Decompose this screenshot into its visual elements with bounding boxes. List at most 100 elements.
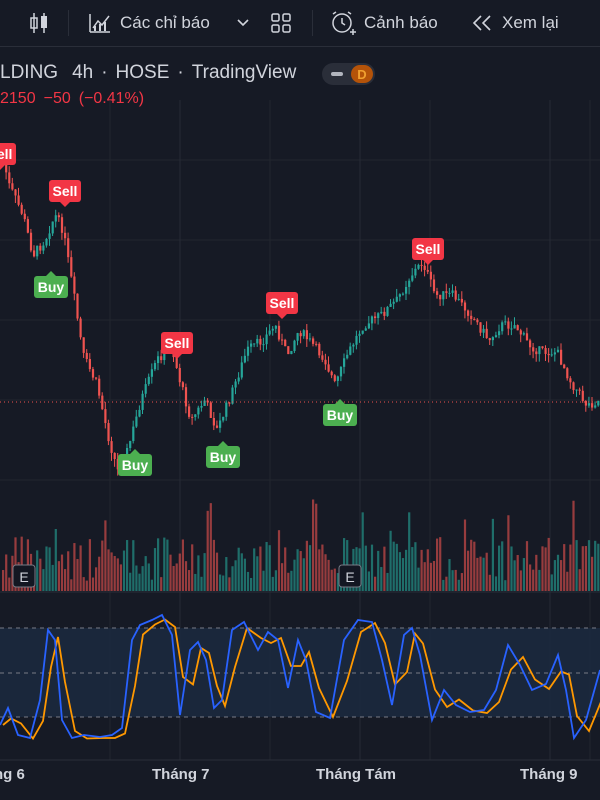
candle-body: [488, 338, 491, 341]
candle-body: [110, 441, 113, 453]
candle-body: [70, 257, 73, 277]
buy-signal-label: [323, 404, 357, 426]
candle-body: [163, 348, 166, 361]
top-toolbar: Các chỉ báo Cảnh báo Xem lại: [0, 0, 600, 47]
candle-body: [144, 384, 147, 394]
volume-bar: [553, 560, 556, 591]
volume-bar: [169, 554, 172, 591]
candle-body: [522, 333, 525, 335]
candles-icon[interactable]: [28, 0, 50, 46]
layout-grid-icon[interactable]: [270, 0, 292, 46]
volume-bar: [175, 563, 178, 591]
candle-body: [439, 294, 442, 300]
candle-body: [219, 420, 222, 428]
candle-body: [129, 441, 132, 449]
candle-body: [463, 302, 467, 311]
candle-body: [225, 402, 228, 417]
candle-body: [26, 219, 29, 233]
candle-body: [23, 213, 26, 220]
volume-bar: [513, 560, 516, 591]
volume-bar: [209, 503, 212, 591]
candle-body: [516, 325, 519, 331]
candle-body: [277, 325, 281, 340]
indicators-button[interactable]: Các chỉ báo: [88, 0, 210, 46]
volume-bar: [200, 576, 203, 591]
symbol-legend[interactable]: LDING 4h · HOSE · TradingView: [0, 58, 304, 88]
toolbar-divider: [68, 10, 69, 36]
volume-bar: [98, 556, 101, 591]
volume-bar: [432, 560, 436, 591]
candle-body: [107, 423, 110, 442]
volume-bar: [370, 544, 374, 591]
volume-bar: [544, 547, 547, 591]
sell-signal-pointer: [60, 202, 70, 207]
volume-bar: [259, 546, 262, 591]
buy-signal-label: [206, 446, 240, 468]
volume-bar: [442, 579, 445, 591]
candle-body: [333, 375, 336, 381]
volume-bar: [308, 545, 312, 591]
candle-body: [507, 321, 510, 329]
candle-body: [327, 364, 330, 372]
candle-body: [448, 292, 451, 294]
interval-label[interactable]: 4h: [72, 62, 94, 83]
candle-body: [203, 400, 206, 407]
volume-bar: [597, 543, 600, 591]
symbol-name[interactable]: LDING: [0, 62, 59, 83]
volume-bar: [417, 567, 420, 591]
volume-bar: [11, 555, 14, 591]
earnings-marker: [338, 564, 362, 588]
market-status-toggle[interactable]: D: [322, 63, 375, 85]
candle-body: [17, 195, 20, 205]
alerts-button[interactable]: Cảnh báo: [330, 0, 438, 46]
volume-bar: [262, 570, 265, 591]
volume-bar: [485, 552, 488, 591]
candle-body: [321, 355, 324, 360]
candle-body: [212, 417, 215, 426]
price-chart[interactable]: Sell Sell Buy Sell Buy Buy Sell Buy Sell E E: [0, 46, 600, 800]
candle-body: [451, 290, 454, 293]
volume-bar: [228, 577, 231, 591]
candle-body: [73, 276, 76, 294]
volume-bar: [73, 543, 76, 591]
volume-bar: [253, 548, 256, 591]
volume-bar: [525, 541, 529, 591]
candle-body: [510, 328, 513, 330]
candle-body: [501, 322, 504, 332]
candle-body: [240, 362, 243, 378]
replay-button[interactable]: Xem lại: [472, 0, 559, 46]
volume-bar: [64, 569, 67, 591]
volume-bar: [60, 554, 64, 591]
volume-bar: [85, 580, 88, 591]
buy-signal-label: [118, 454, 152, 476]
x-axis-label: Tháng Tám: [316, 766, 397, 783]
candle-body: [420, 264, 423, 266]
buy-signal-pointer: [218, 441, 228, 446]
candle-body: [535, 351, 538, 355]
candle-body: [426, 269, 429, 272]
candle-body: [364, 328, 367, 331]
candle-body: [398, 294, 401, 297]
stochastic-k-line: [0, 613, 600, 741]
volume-bar: [556, 554, 560, 591]
volume-bar: [197, 555, 200, 591]
volume-bar: [219, 574, 222, 591]
x-axis-label: Tháng 7: [152, 766, 210, 783]
volume-bar: [116, 558, 119, 591]
candle-body: [417, 264, 420, 269]
volume-bar: [281, 563, 284, 591]
volume-bar: [237, 547, 240, 591]
volume-bar: [321, 544, 324, 591]
volume-bar: [398, 552, 401, 591]
volume-bar: [408, 512, 411, 591]
chevron-down-icon[interactable]: [236, 0, 250, 46]
candle-body: [91, 369, 95, 378]
volume-bar: [414, 542, 417, 591]
candle-body: [361, 330, 364, 334]
candle-body: [473, 318, 476, 320]
volume-bar: [95, 567, 98, 591]
volume-bar: [110, 552, 113, 591]
candle-body: [113, 452, 116, 460]
volume-bar: [287, 572, 290, 591]
volume-bar: [377, 550, 380, 591]
